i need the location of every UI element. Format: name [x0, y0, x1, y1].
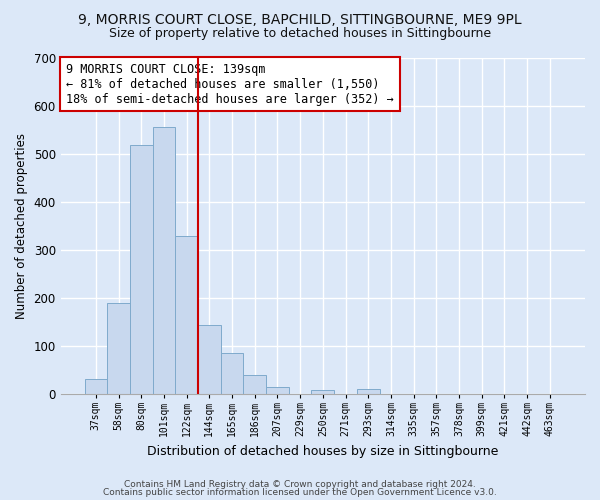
Bar [198, 325, 221, 394]
Text: Contains public sector information licensed under the Open Government Licence v3: Contains public sector information licen… [103, 488, 497, 497]
Text: 9, MORRIS COURT CLOSE, BAPCHILD, SITTINGBOURNE, ME9 9PL: 9, MORRIS COURT CLOSE, BAPCHILD, SITTING… [78, 12, 522, 26]
Bar [311, 390, 334, 394]
Bar [107, 302, 130, 394]
Bar [152, 127, 175, 394]
Bar [357, 389, 380, 394]
Bar [130, 145, 152, 394]
Bar [266, 387, 289, 394]
Text: Contains HM Land Registry data © Crown copyright and database right 2024.: Contains HM Land Registry data © Crown c… [124, 480, 476, 489]
Text: Size of property relative to detached houses in Sittingbourne: Size of property relative to detached ho… [109, 28, 491, 40]
Y-axis label: Number of detached properties: Number of detached properties [15, 132, 28, 318]
Bar [175, 236, 198, 394]
Bar [221, 352, 244, 394]
Bar [244, 374, 266, 394]
Bar [85, 378, 107, 394]
Text: 9 MORRIS COURT CLOSE: 139sqm
← 81% of detached houses are smaller (1,550)
18% of: 9 MORRIS COURT CLOSE: 139sqm ← 81% of de… [66, 62, 394, 106]
X-axis label: Distribution of detached houses by size in Sittingbourne: Distribution of detached houses by size … [147, 444, 499, 458]
